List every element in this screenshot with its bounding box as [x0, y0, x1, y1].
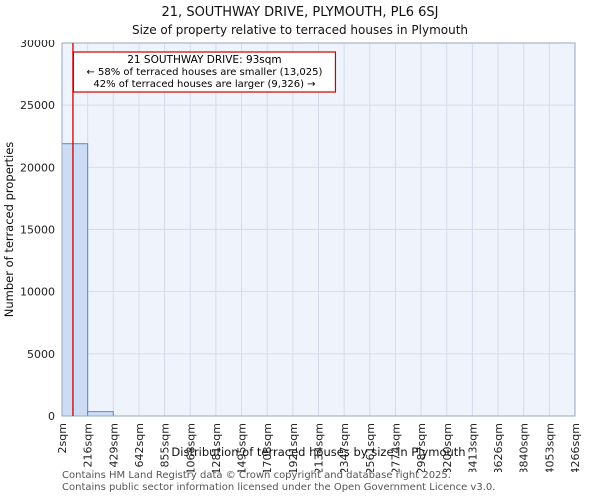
y-tick-label: 5000: [27, 348, 55, 361]
x-tick-label: 2987sqm: [415, 423, 428, 472]
x-tick-label: 2774sqm: [389, 423, 402, 472]
annotation-smaller-text: ← 58% of terraced houses are smaller (13…: [86, 67, 322, 78]
y-tick-label: 10000: [20, 286, 55, 299]
x-tick-label: 3413sqm: [466, 423, 479, 472]
footer-line-1: Contains HM Land Registry data © Crown c…: [62, 470, 451, 482]
y-tick-label: 15000: [20, 224, 55, 237]
x-tick-label: 855sqm: [159, 423, 172, 467]
chart-subtitle: Size of property relative to terraced ho…: [131, 23, 469, 37]
y-tick-label: 25000: [20, 99, 55, 112]
y-tick-label: 0: [48, 410, 55, 423]
annotation-box: [72, 51, 337, 93]
y-tick-label: 30000: [20, 40, 55, 50]
annotation-larger-text: 42% of terraced houses are larger (9,326…: [93, 79, 315, 90]
x-tick-label: 1708sqm: [261, 423, 274, 472]
x-tick-label: 2561sqm: [364, 423, 377, 472]
annotation-title: 21 SOUTHWAY DRIVE: 93sqm: [127, 54, 281, 66]
y-tick-label: 20000: [20, 161, 55, 174]
chart-title: 21, SOUTHWAY DRIVE, PLYMOUTH, PL6 6SJ: [161, 5, 439, 20]
y-axis-label: Number of terraced properties: [2, 142, 16, 318]
x-tick-label: 642sqm: [133, 423, 146, 467]
x-tick-label: 1068sqm: [184, 423, 197, 472]
x-tick-label: 2347sqm: [338, 423, 351, 472]
x-tick-label: 3840sqm: [518, 423, 531, 472]
x-tick-label: 3200sqm: [441, 423, 454, 472]
chart-svg: 21 SOUTHWAY DRIVE: 93sqm← 58% of terrace…: [2, 37, 582, 474]
bar: [61, 143, 89, 417]
footer-line-2: Contains public sector information licen…: [62, 482, 496, 494]
x-tick-label: 3626sqm: [492, 423, 505, 472]
x-tick-label: 4266sqm: [569, 423, 582, 472]
x-tick-label: 2134sqm: [313, 423, 326, 472]
plot-border: [61, 42, 576, 417]
x-tick-label: 4053sqm: [543, 423, 556, 472]
x-axis-label: Distribution of terraced houses by size …: [171, 445, 465, 459]
x-tick-label: 216sqm: [82, 423, 95, 467]
x-tick-label: 2sqm: [56, 423, 69, 453]
x-tick-label: 1281sqm: [210, 423, 223, 472]
title-block: 21, SOUTHWAY DRIVE, PLYMOUTH, PL6 6SJ Si…: [0, 5, 600, 37]
bar: [87, 411, 114, 417]
x-tick-label: 1495sqm: [236, 423, 249, 472]
chart-area: 21 SOUTHWAY DRIVE: 93sqm ← 58% of terrace…: [0, 37, 600, 474]
x-tick-label: 1921sqm: [287, 423, 300, 472]
footer: Contains HM Land Registry data © Crown c…: [62, 470, 495, 494]
x-tick-label: 429sqm: [107, 423, 120, 467]
